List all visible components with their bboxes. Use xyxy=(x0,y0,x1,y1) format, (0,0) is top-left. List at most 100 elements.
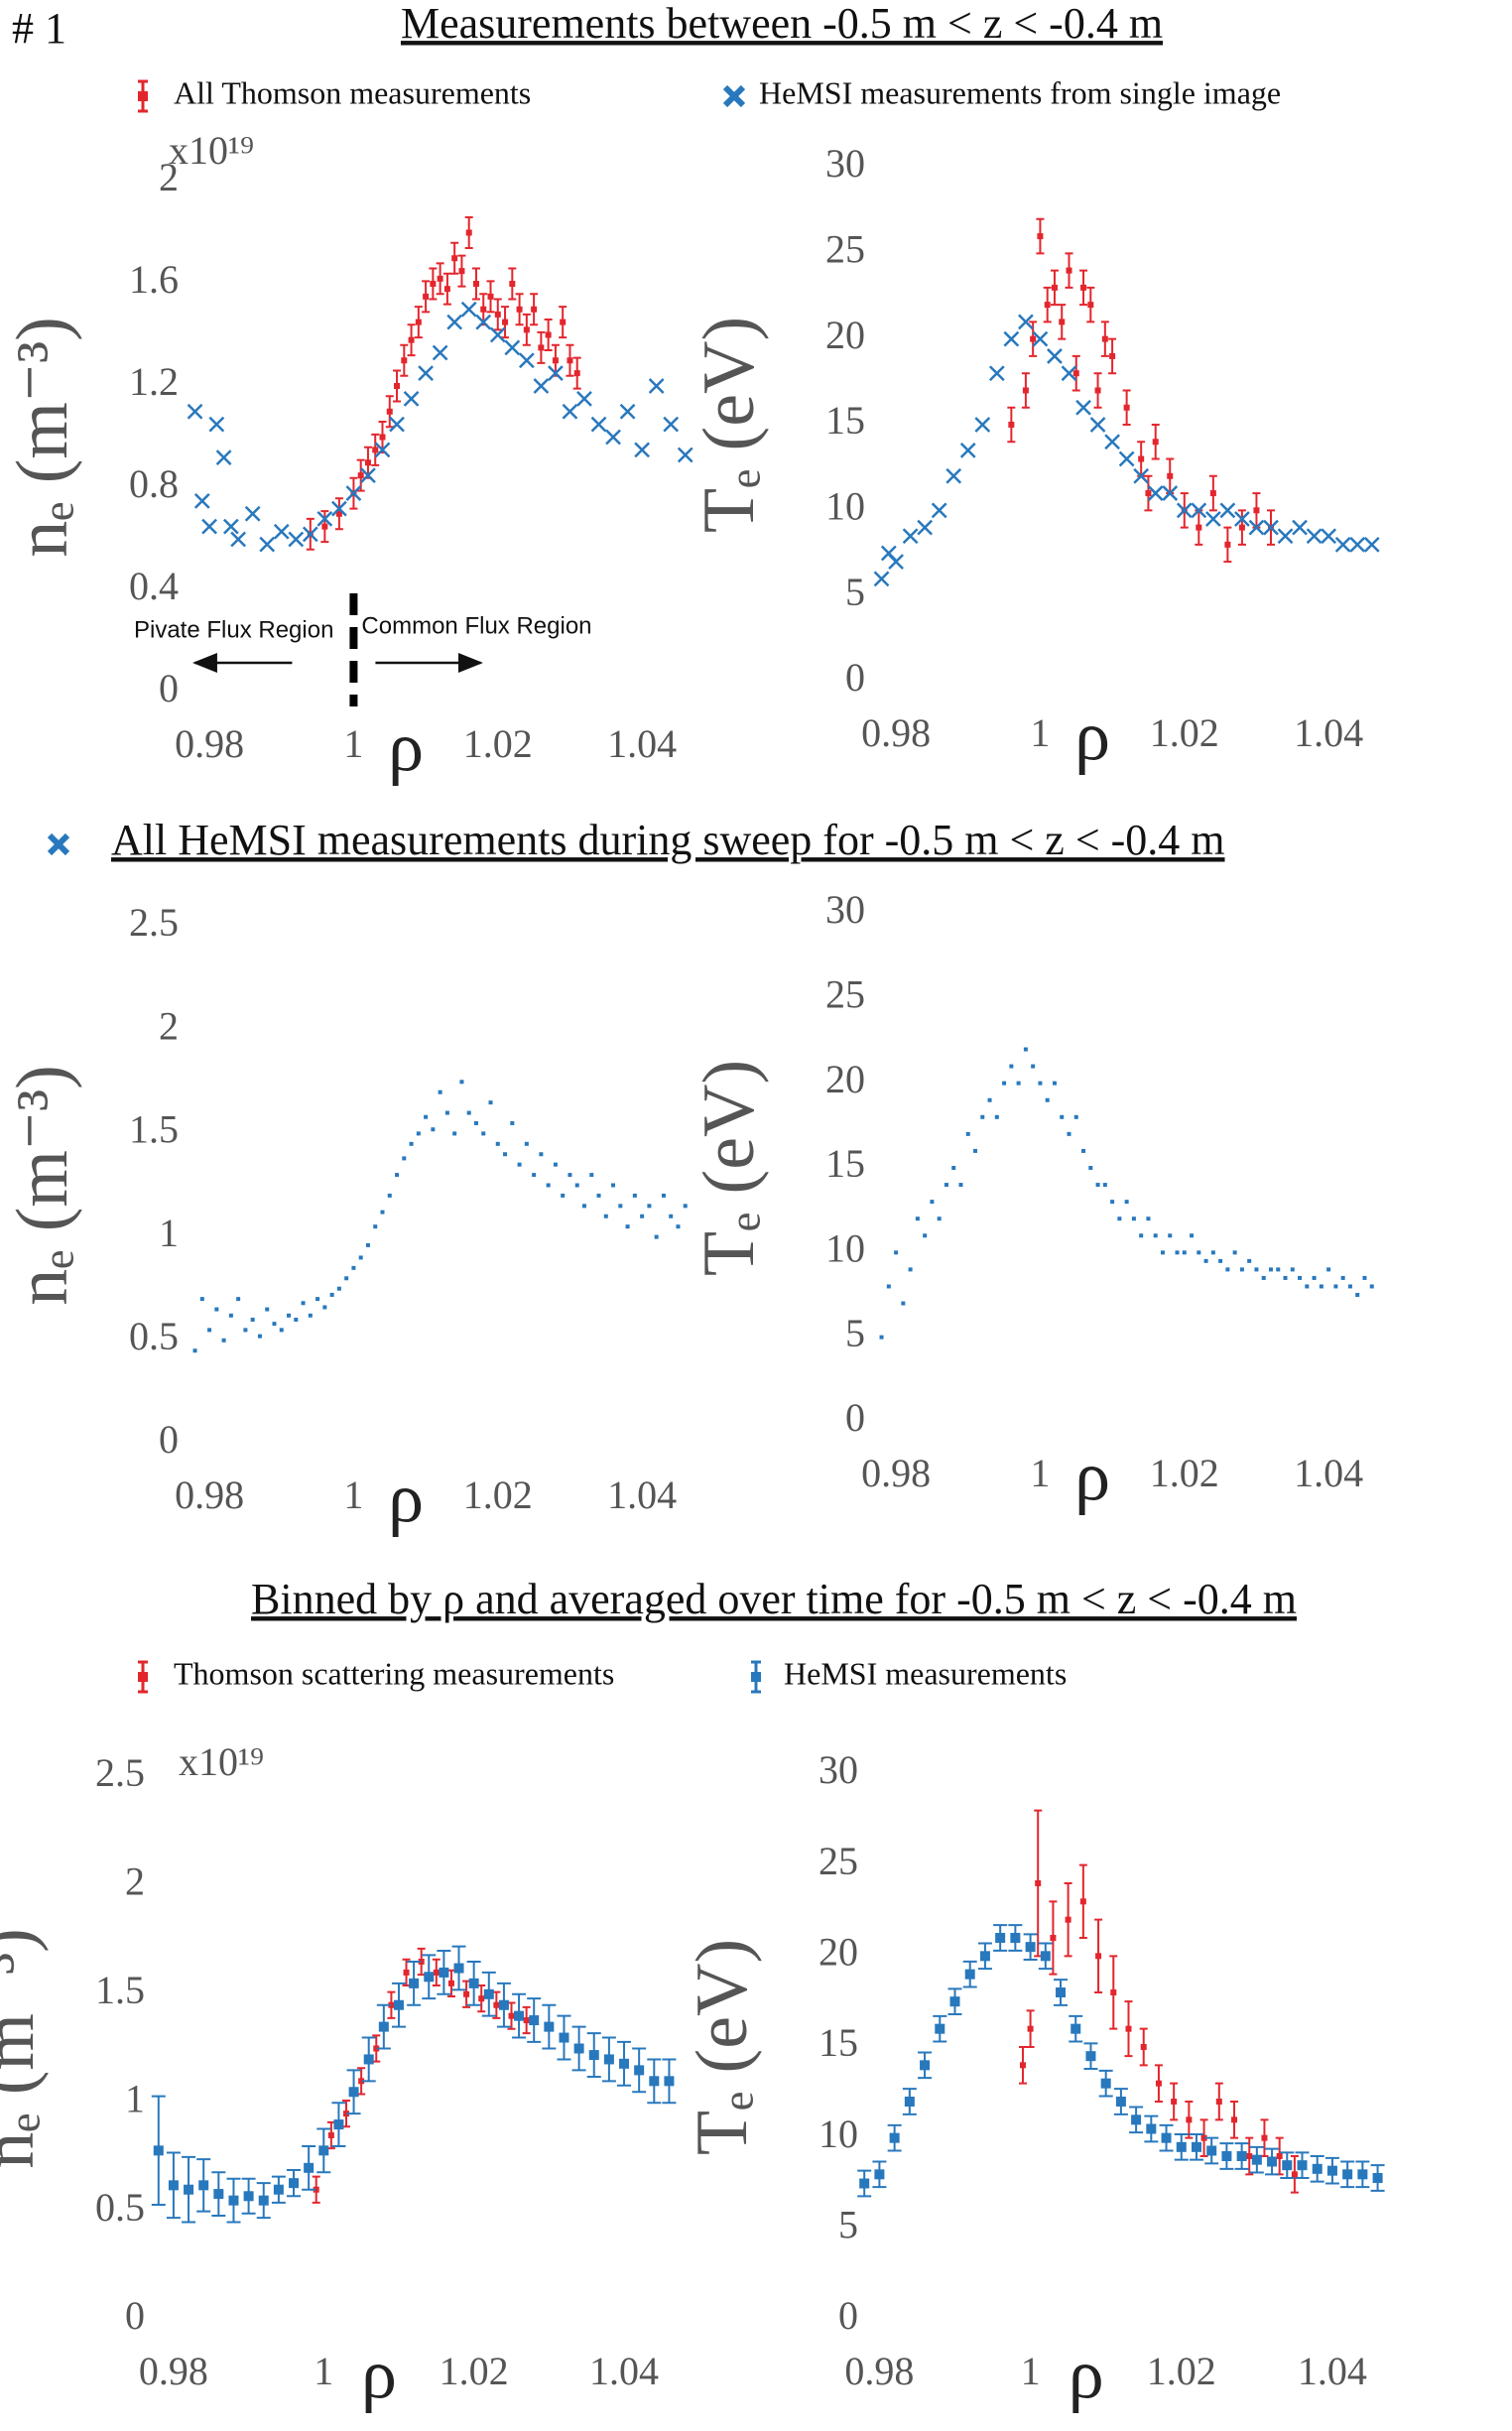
data-point xyxy=(545,331,552,338)
data-point xyxy=(1052,1081,1057,1086)
data-point xyxy=(214,1307,219,1312)
data-point xyxy=(153,2145,164,2156)
data-point xyxy=(1167,472,1174,479)
data-point xyxy=(230,531,247,548)
data-point xyxy=(308,1313,313,1318)
data-point xyxy=(1038,1081,1043,1086)
data-point xyxy=(395,1173,400,1178)
data-point xyxy=(408,336,415,343)
data-point xyxy=(451,255,458,262)
data-point xyxy=(373,2045,380,2052)
scale-label: x10¹⁹ xyxy=(179,1739,264,1784)
data-point xyxy=(351,1265,356,1270)
data-point xyxy=(1176,2141,1187,2152)
data-point xyxy=(1031,1064,1036,1069)
data-point xyxy=(1110,1200,1115,1205)
y-tick-label: 25 xyxy=(825,972,865,1017)
data-point xyxy=(478,1995,485,2002)
y-axis-label: Tₑ (eV) xyxy=(682,1939,763,2155)
data-point xyxy=(1152,439,1159,446)
x-tick-label: 1 xyxy=(343,721,363,766)
y-tick-label: 0.4 xyxy=(129,564,179,608)
data-point xyxy=(1305,1284,1310,1289)
data-point xyxy=(959,443,976,458)
data-point xyxy=(1056,1987,1067,1997)
x-tick-label: 0.98 xyxy=(844,2349,914,2393)
data-point xyxy=(321,523,328,530)
data-point xyxy=(509,281,516,287)
x-tick-label: 1 xyxy=(343,1472,363,1517)
data-point xyxy=(316,511,333,527)
data-point xyxy=(1131,2114,1142,2125)
data-point xyxy=(489,326,506,343)
data-point xyxy=(561,1193,566,1198)
data-point xyxy=(1232,1250,1237,1255)
data-point xyxy=(1027,2025,1034,2032)
y-tick-label: 2 xyxy=(125,1859,145,1904)
data-point xyxy=(548,365,564,382)
y-tick-label: 0 xyxy=(845,1395,865,1440)
data-point xyxy=(640,1214,645,1218)
data-point xyxy=(1161,2132,1172,2143)
data-point xyxy=(1065,1916,1071,1923)
legend-label: HeMSI measurements from single image xyxy=(759,74,1281,110)
data-point xyxy=(1171,2099,1178,2105)
data-point xyxy=(387,1193,392,1198)
x-tick-label: 0.98 xyxy=(139,2349,208,2393)
y-tick-label: 10 xyxy=(825,484,865,529)
data-point xyxy=(879,1335,884,1340)
data-point xyxy=(1118,450,1135,467)
data-point xyxy=(531,306,538,313)
data-point xyxy=(465,229,472,236)
data-point xyxy=(1206,2145,1217,2156)
y-tick-label: 10 xyxy=(825,1226,865,1271)
data-point xyxy=(418,1958,425,1965)
data-point xyxy=(1087,302,1094,309)
data-point xyxy=(358,2078,365,2085)
data-point xyxy=(1079,1898,1086,1905)
data-point xyxy=(574,1183,579,1188)
scale-label: x10¹⁹ xyxy=(169,128,254,173)
y-tick-label: 0 xyxy=(159,666,179,710)
legend-label: Thomson scattering measurements xyxy=(174,1655,614,1691)
data-point xyxy=(904,2097,915,2107)
data-point xyxy=(388,2001,395,2008)
data-point xyxy=(1081,1148,1086,1153)
data-point xyxy=(329,1292,334,1297)
data-point xyxy=(1221,2151,1232,2161)
data-point xyxy=(1190,1233,1195,1238)
data-point xyxy=(1095,1183,1100,1188)
data-point xyxy=(394,383,401,389)
data-point xyxy=(495,1141,500,1146)
x-tick-label: 1.02 xyxy=(463,721,533,766)
data-point xyxy=(1334,536,1351,553)
data-point xyxy=(415,319,422,325)
data-point xyxy=(279,1328,284,1333)
data-point xyxy=(357,472,364,479)
data-point xyxy=(1263,519,1279,536)
data-point xyxy=(1019,2062,1026,2069)
data-point xyxy=(1088,1166,1093,1170)
data-point xyxy=(430,281,437,287)
data-point xyxy=(1218,1258,1223,1263)
y-tick-label: 2.5 xyxy=(129,900,179,945)
data-point xyxy=(1363,536,1380,553)
y-tick-label: 15 xyxy=(819,2020,858,2065)
x-tick-label: 1.02 xyxy=(463,1472,533,1517)
data-point xyxy=(433,1969,440,1976)
data-point xyxy=(222,518,239,535)
data-point xyxy=(573,370,580,377)
data-point xyxy=(908,1267,913,1272)
data-point xyxy=(468,1978,479,1988)
x-axis-label: ρ xyxy=(1074,697,1110,776)
data-point xyxy=(859,2178,870,2189)
data-point xyxy=(1133,467,1150,484)
data-point xyxy=(168,2180,179,2191)
x-tick-label: 1.04 xyxy=(1294,1451,1363,1495)
data-point xyxy=(980,1114,985,1119)
y-tick-label: 25 xyxy=(819,1839,858,1883)
data-point xyxy=(364,459,371,466)
data-point xyxy=(1050,1935,1057,1941)
data-point xyxy=(348,2087,359,2098)
